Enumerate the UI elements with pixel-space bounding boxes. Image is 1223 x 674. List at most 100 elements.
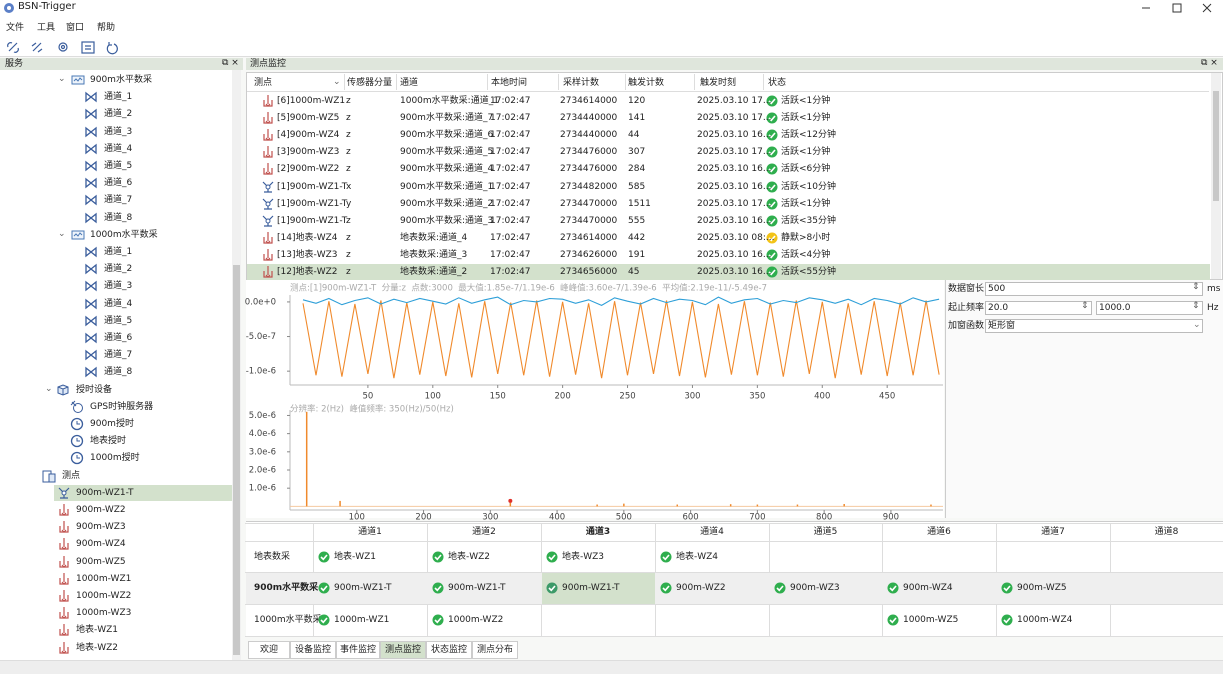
tab[interactable] (426, 641, 472, 659)
grid-cell[interactable]: 1000m-WZ5 (903, 615, 959, 625)
grid-cell[interactable]: 900m-WZ1-T (562, 583, 620, 593)
tree-arrow: ⌄ (45, 383, 53, 394)
tree-node[interactable]: 通道_4 (104, 143, 133, 154)
tree-node[interactable]: 通道_2 (104, 109, 133, 120)
tab-label[interactable]: 测点分布 (476, 645, 513, 655)
menu-item[interactable]: 窗口 (66, 23, 85, 33)
scrollbar[interactable] (232, 70, 241, 660)
tree-node[interactable]: 1000m水平数采 (90, 229, 158, 240)
tab[interactable] (336, 641, 380, 659)
bowtie-icon (85, 160, 97, 172)
tree-node[interactable]: 通道_1 (104, 92, 133, 103)
tab[interactable] (380, 641, 426, 659)
tree-node[interactable]: 900m-WZ1-T (76, 487, 134, 498)
column-header[interactable]: 触发计数 (628, 78, 665, 88)
tree-node[interactable]: 授时设备 (76, 384, 113, 395)
tab-label[interactable]: 欢迎 (259, 645, 278, 655)
tree-node[interactable]: GPS时钟服务器 (90, 401, 154, 412)
tree-node[interactable]: 通道_7 (104, 350, 133, 361)
tree-node[interactable]: 900m水平数采 (90, 75, 152, 85)
tab-label[interactable]: 状态监控 (430, 645, 467, 655)
grid-cell[interactable]: 900m-WZ2 (676, 583, 726, 593)
tree-node[interactable]: 900m授时 (90, 419, 134, 429)
tree-node[interactable]: 1000m-WZ1 (76, 573, 132, 584)
ok-icon (660, 551, 672, 562)
scrollbar[interactable] (1211, 73, 1221, 279)
grid-cell[interactable]: 900m-WZ1-T (334, 583, 392, 593)
tab[interactable] (290, 641, 336, 659)
tab-label[interactable]: 测点监控 (384, 645, 421, 655)
tree-node[interactable]: 通道_1 (104, 247, 133, 257)
panel-buttons[interactable]: ⧉ × (222, 58, 239, 68)
toolbar[interactable] (6, 40, 121, 55)
column-header[interactable]: 传感器分量 (347, 78, 393, 88)
tree-node[interactable]: 通道_5 (104, 315, 133, 326)
triax-icon (58, 487, 70, 499)
tree-node[interactable]: 测点 (62, 470, 81, 481)
column-header[interactable]: 状态 (768, 78, 787, 88)
panel-buttons[interactable]: ⧉ × (1201, 58, 1218, 68)
tree-node[interactable]: 地表-WZ1 (76, 625, 119, 636)
tree-node[interactable]: 地表授时 (90, 436, 127, 447)
grid-cell[interactable]: 900m-WZ1-T (448, 583, 506, 593)
param-label: 数据窗长 (948, 284, 985, 294)
grid-cell[interactable]: 地表-WZ2 (448, 551, 491, 562)
unit: ms (1207, 284, 1221, 294)
tree-node[interactable]: 通道_3 (104, 126, 133, 137)
menu-item[interactable]: 文件 (6, 23, 25, 33)
column-header[interactable]: 采样计数 (563, 78, 600, 88)
column-header[interactable]: 测点 (254, 78, 273, 88)
tab[interactable] (248, 641, 290, 659)
input[interactable] (985, 282, 1203, 296)
grid-cell[interactable]: 1000m-WZ2 (448, 615, 504, 625)
column-header[interactable]: 通道 (400, 78, 419, 88)
grid-cell[interactable]: 1000m-WZ1 (334, 615, 390, 625)
tree-node[interactable]: 通道_4 (104, 298, 133, 309)
grid-hline (245, 636, 1223, 637)
grid-header: 通道6 (927, 527, 951, 537)
grid-cell[interactable]: 900m-WZ3 (790, 583, 840, 593)
tree-node[interactable]: 1000m-WZ3 (76, 608, 132, 619)
tree-node[interactable]: 通道_2 (104, 264, 133, 275)
ok-icon (766, 198, 778, 210)
tree-node[interactable]: 1000m授时 (90, 453, 140, 464)
input[interactable] (1096, 301, 1203, 315)
tab[interactable] (472, 641, 518, 659)
tree-node[interactable]: 900m-WZ5 (76, 556, 126, 567)
select[interactable] (985, 319, 1203, 333)
menu-item[interactable]: 工具 (37, 23, 56, 33)
table-cell: 17:02:47 (490, 113, 531, 124)
grid-cell[interactable]: 地表-WZ3 (562, 551, 605, 562)
tree-node[interactable]: 通道_8 (104, 367, 133, 378)
tree-node[interactable]: 通道_6 (104, 178, 133, 189)
tree-node[interactable]: 900m-WZ2 (76, 505, 126, 515)
column-header[interactable]: 触发时刻 (700, 78, 737, 88)
tab-label[interactable]: 设备监控 (294, 645, 331, 655)
column-header[interactable]: 本地时间 (491, 78, 528, 88)
table-cell: 2734440000 (560, 130, 618, 141)
sensor-icon (263, 95, 273, 107)
tree-node[interactable]: 通道_3 (104, 281, 133, 292)
window-controls[interactable] (1130, 0, 1223, 16)
tree-node[interactable]: 通道_7 (104, 195, 133, 206)
grid-cell[interactable]: 900m-WZ4 (903, 583, 953, 593)
table-cell: 17:02:47 (490, 181, 531, 192)
tree-node[interactable]: 地表-WZ2 (76, 642, 119, 653)
tree-node[interactable]: 通道_5 (104, 161, 133, 171)
sensor-icon (59, 607, 69, 620)
tree-node[interactable]: 900m-WZ4 (76, 539, 126, 550)
cube-icon (57, 384, 69, 396)
tree-node[interactable]: 1000m-WZ2 (76, 591, 132, 601)
menu-item[interactable]: 帮助 (97, 23, 116, 33)
grid-cell[interactable]: 1000m-WZ4 (1017, 615, 1073, 625)
tab-label[interactable]: 事件监控 (339, 645, 376, 655)
tree-node[interactable]: 通道_8 (104, 212, 133, 223)
tree-node[interactable]: 通道_6 (104, 333, 133, 343)
tree-node[interactable]: 900m-WZ3 (76, 522, 126, 533)
grid-cell[interactable]: 地表-WZ1 (334, 551, 377, 562)
sensor-icon (59, 555, 69, 568)
table-cell: 2025.03.10 16... (697, 267, 772, 277)
input[interactable] (985, 301, 1092, 315)
grid-cell[interactable]: 900m-WZ5 (1017, 583, 1067, 593)
grid-cell[interactable]: 地表-WZ4 (676, 551, 719, 562)
